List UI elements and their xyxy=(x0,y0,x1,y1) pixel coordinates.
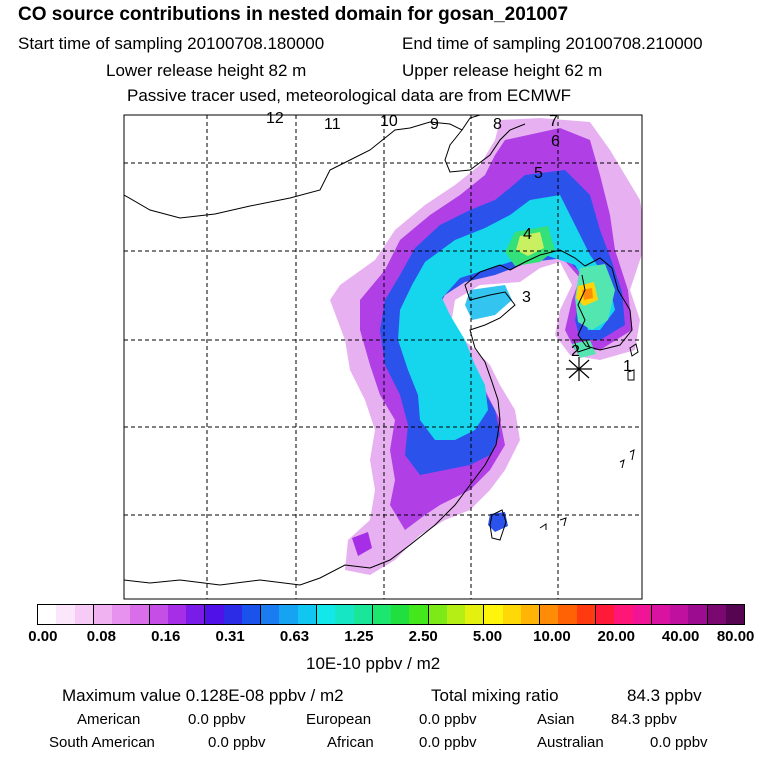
colorbar-tick-label: 0.16 xyxy=(151,628,181,645)
colorbar-segment xyxy=(409,605,429,624)
colorbar-tick-label: 20.00 xyxy=(597,628,636,645)
colorbar-segment xyxy=(632,605,652,624)
colorbar-segment xyxy=(56,605,75,624)
map-labels: 12 11 10 9 8 7 6 5 4 3 2 1 xyxy=(266,110,632,375)
label-3: 3 xyxy=(522,289,531,306)
colorbar-segment xyxy=(335,605,354,624)
colorbar-segment xyxy=(223,605,242,624)
colorbar-segment xyxy=(74,605,94,624)
colorbar-segment xyxy=(502,605,521,624)
colorbar-tick-label: 0.31 xyxy=(215,628,245,645)
colorbar-segment xyxy=(576,605,596,624)
colorbar-segment xyxy=(93,605,113,624)
label-7: 7 xyxy=(549,113,558,130)
plume-shandong xyxy=(465,285,512,320)
asterisk-icon xyxy=(566,357,592,381)
total-mixing-ratio-label: Total mixing ratio xyxy=(431,686,559,705)
tracer-note: Passive tracer used, meteorological data… xyxy=(127,86,572,105)
african-value: 0.0 ppbv xyxy=(419,734,477,751)
colorbar-tick-label: 2.50 xyxy=(408,628,438,645)
colorbar-segment xyxy=(167,605,187,624)
label-12: 12 xyxy=(266,110,284,127)
colorbar-segment xyxy=(520,605,541,624)
south-american-value: 0.0 ppbv xyxy=(208,734,266,751)
label-5: 5 xyxy=(534,165,543,182)
colorbar-segment xyxy=(186,605,206,624)
american-label: American xyxy=(77,711,141,728)
end-time: End time of sampling 20100708.210000 xyxy=(402,34,703,53)
colorbar-segment xyxy=(614,605,633,624)
colorbar-segment xyxy=(205,605,224,624)
colorbar-segment xyxy=(465,605,485,624)
colorbar-segment xyxy=(391,605,410,624)
australian-label: Australian xyxy=(537,734,604,751)
colorbar-segment xyxy=(428,605,447,624)
colorbar-segment xyxy=(38,605,57,624)
african-label: African xyxy=(327,734,374,751)
label-6: 6 xyxy=(551,133,560,150)
colorbar-tick-label: 5.00 xyxy=(472,628,503,645)
label-4: 4 xyxy=(523,226,532,243)
colorbar-segment xyxy=(540,605,559,624)
colorbar-segment xyxy=(112,605,131,624)
colorbar-segment xyxy=(372,605,392,624)
australian-value: 0.0 ppbv xyxy=(650,734,708,751)
colorbar-segment xyxy=(130,605,150,624)
colorbar-segment xyxy=(261,605,280,624)
label-1: 1 xyxy=(623,358,632,375)
label-9: 9 xyxy=(430,116,439,133)
colorbar-units: 10E-10 ppbv / m2 xyxy=(306,654,441,673)
upper-release-height: Upper release height 62 m xyxy=(402,61,603,80)
gridlines xyxy=(124,115,642,599)
concentration-field xyxy=(330,118,642,575)
colorbar-tick-label: 40.00 xyxy=(661,628,700,645)
plot-title: CO source contributions in nested domain… xyxy=(18,4,569,25)
plume-lightgreen xyxy=(516,232,544,256)
map-plot: 12 11 10 9 8 7 6 5 4 3 2 1 xyxy=(123,110,643,600)
colorbar-segment xyxy=(670,605,689,624)
maximum-value: Maximum value 0.128E-08 ppbv / m2 xyxy=(62,686,344,705)
colorbar-segment xyxy=(707,605,726,624)
colorbar-segment xyxy=(725,605,745,624)
colorbar-segment xyxy=(241,605,262,624)
start-time: Start time of sampling 20100708.180000 xyxy=(18,34,325,53)
plume-taiwan xyxy=(488,512,508,532)
american-value: 0.0 ppbv xyxy=(188,711,246,728)
label-8: 8 xyxy=(493,116,502,133)
colorbar-tick-label: 80.00 xyxy=(716,628,755,645)
colorbar-tick-label: 0.00 xyxy=(28,628,58,645)
colorbar-segment xyxy=(149,605,168,624)
colorbar-segment xyxy=(316,605,336,624)
label-10: 10 xyxy=(380,113,398,130)
european-value: 0.0 ppbv xyxy=(419,711,477,728)
colorbar-tick-label: 0.08 xyxy=(86,628,116,645)
colorbar-tick-label: 0.63 xyxy=(279,628,310,645)
colorbar-segment xyxy=(651,605,671,624)
plume-jeju xyxy=(572,340,596,358)
total-mixing-ratio-value: 84.3 ppbv xyxy=(627,686,702,705)
lower-release-height: Lower release height 82 m xyxy=(106,61,307,80)
colorbar-segment xyxy=(353,605,373,624)
colorbar-segment xyxy=(558,605,577,624)
coastlines xyxy=(124,115,639,586)
asian-value: 84.3 ppbv xyxy=(611,711,677,728)
colorbar-tick-label: 10.00 xyxy=(533,628,571,645)
colorbar-segment xyxy=(595,605,615,624)
plume-south-spot xyxy=(352,532,372,556)
colorbar-segment xyxy=(279,605,298,624)
colorbar-segment xyxy=(688,605,708,624)
label-11: 11 xyxy=(324,116,341,133)
colorbar-tick-labels: 0.00 0.08 0.16 0.31 0.63 1.25 2.50 5.00 10.00 20.… xyxy=(0,628,768,648)
label-2: 2 xyxy=(571,343,580,360)
plume-cyan xyxy=(398,195,615,440)
south-american-label: South American xyxy=(49,734,155,751)
colorbar-segment xyxy=(297,605,317,624)
colorbar-segment xyxy=(484,605,503,624)
asian-label: Asian xyxy=(537,711,575,728)
european-label: European xyxy=(306,711,372,728)
map-frame xyxy=(123,114,643,600)
colorbar-tick-label: 1.25 xyxy=(344,628,374,645)
colorbar-segment xyxy=(446,605,466,624)
colorbar xyxy=(37,604,745,625)
